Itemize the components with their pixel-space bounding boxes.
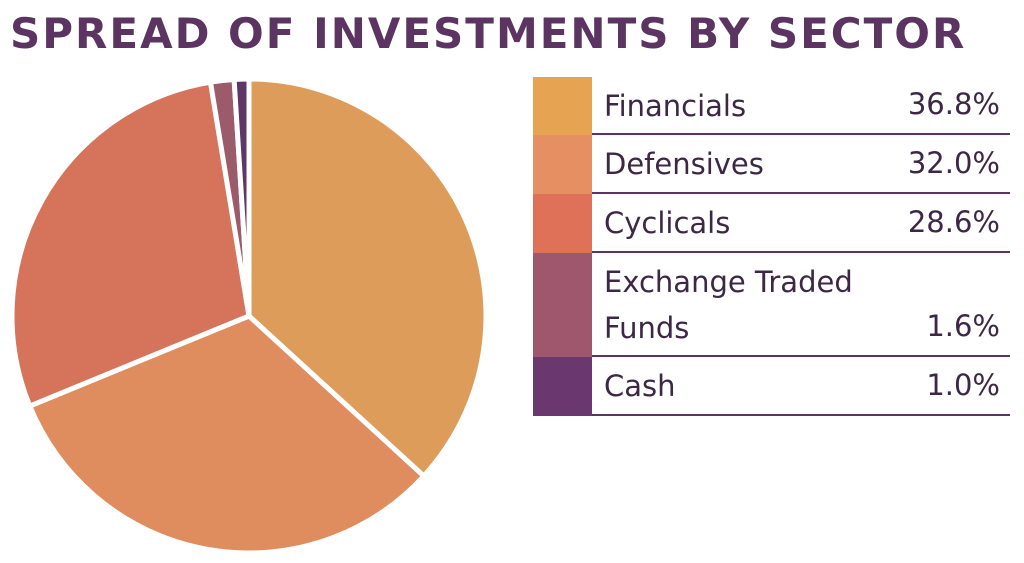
legend-label-defensives: Defensives xyxy=(604,147,764,181)
pie-slice-defensives xyxy=(27,313,427,556)
legend-value-defensives: 32.0% xyxy=(907,146,1000,180)
legend-label-cyclicals: Cyclicals xyxy=(604,206,731,240)
legend-label-cash: Cash xyxy=(604,369,676,403)
legend-value-etf: 1.6% xyxy=(926,309,1000,343)
pie-slice-financials xyxy=(246,76,489,479)
legend-row-defensives: Defensives 32.0% xyxy=(533,135,1010,194)
legend-label-etf: Exchange Traded Funds xyxy=(604,265,853,345)
legend-value-cyclicals: 28.6% xyxy=(907,205,1000,239)
legend-swatch-cash xyxy=(533,357,592,416)
legend-label-financials: Financials xyxy=(604,89,747,123)
legend-row-cash: Cash 1.0% xyxy=(533,357,1010,416)
legend-row-financials: Financials 36.8% xyxy=(533,77,1010,135)
pie-slice-cyclicals xyxy=(9,79,252,409)
legend-swatch-etf xyxy=(533,253,592,357)
chart-title: SPREAD OF INVESTMENTS BY SECTOR xyxy=(10,9,967,58)
legend-value-financials: 36.8% xyxy=(907,87,1000,121)
legend-value-cash: 1.0% xyxy=(926,368,1000,402)
legend-row-cyclicals: Cyclicals 28.6% xyxy=(533,194,1010,253)
legend-swatch-financials xyxy=(533,77,592,135)
legend-swatch-defensives xyxy=(533,135,592,194)
pie-chart xyxy=(9,76,489,556)
legend-swatch-cyclicals xyxy=(533,194,592,253)
legend: Financials 36.8% Defensives 32.0% Cyclicals 2… xyxy=(533,77,1010,416)
pie-slice-cash xyxy=(231,76,252,319)
legend-row-etf: Exchange Traded Funds 1.6% xyxy=(533,253,1010,357)
